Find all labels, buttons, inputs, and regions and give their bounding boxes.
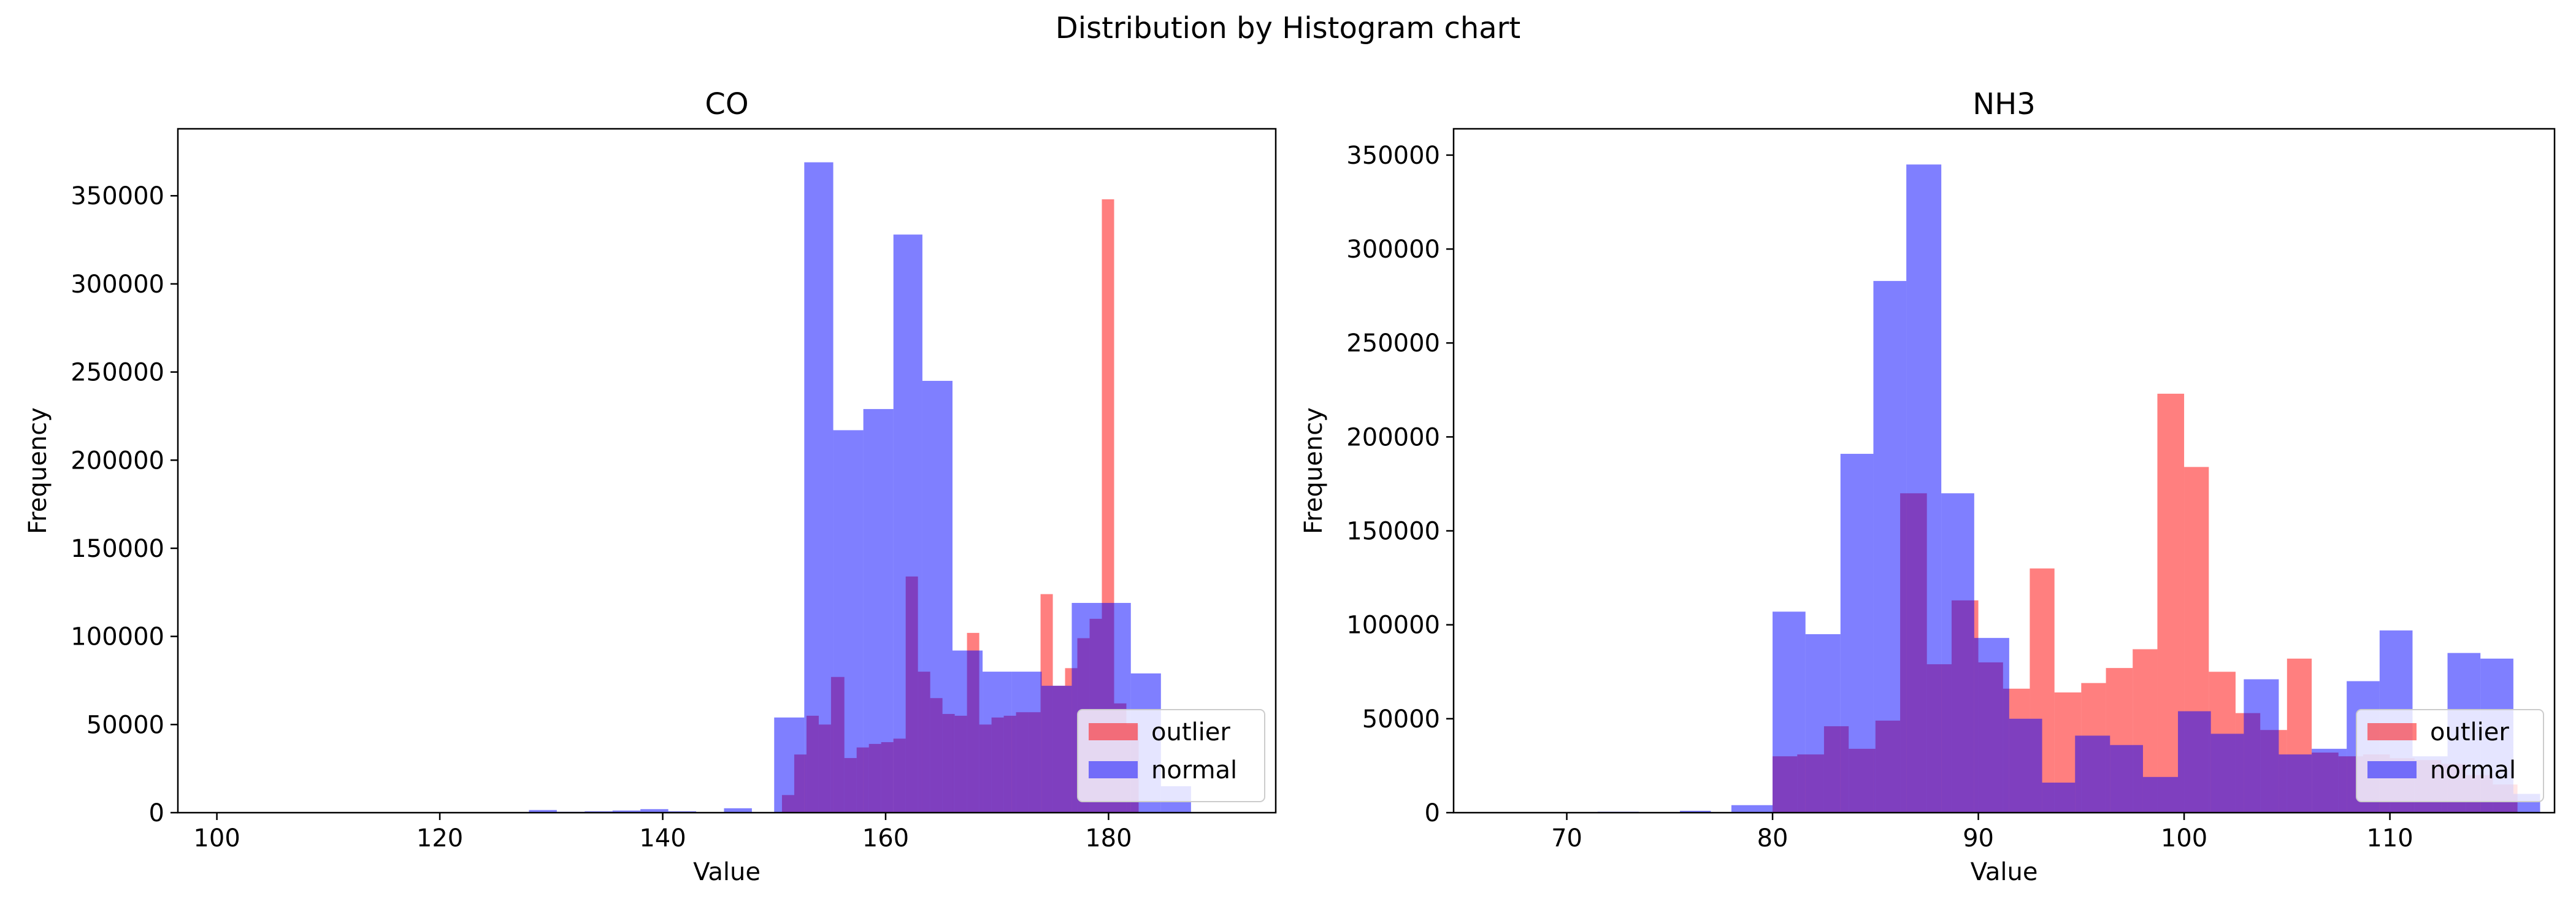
- x-tick-label: 100: [2161, 824, 2207, 853]
- y-tick-label: 300000: [1346, 236, 1440, 264]
- normal-bar: [922, 380, 953, 813]
- normal-bar: [983, 672, 1012, 813]
- normal-bar: [1974, 638, 2009, 813]
- y-axis-label: Frequency: [1300, 407, 1328, 534]
- normal-bar: [2110, 745, 2143, 813]
- co-histogram: 100 120 140 160 180 0 50000 100000 150000 200000 2…: [24, 87, 1277, 886]
- y-tick-label: 0: [149, 799, 164, 827]
- axes-frame: [177, 128, 1277, 814]
- normal-bar: [1906, 164, 1942, 813]
- x-tick-label: 90: [1963, 824, 1994, 853]
- normal-bar: [1805, 634, 1841, 813]
- normal-bar: [1773, 611, 1806, 813]
- y-tick-label: 250000: [71, 359, 164, 387]
- legend-swatch-normal: [2367, 761, 2417, 778]
- x-tick-label: 180: [1085, 824, 1132, 853]
- axes-frame: [1452, 128, 2556, 814]
- normal-bar: [2279, 754, 2312, 813]
- x-tick-label: 110: [2366, 824, 2413, 853]
- x-tick-label: 120: [416, 824, 463, 853]
- normal-bar: [1873, 281, 1907, 813]
- y-tick-label: 150000: [71, 535, 164, 563]
- normal-bar: [2075, 735, 2110, 813]
- x-axis-label: Value: [1971, 858, 2038, 886]
- x-tick-label: 70: [1551, 824, 1582, 853]
- normal-bar: [2142, 776, 2179, 813]
- y-tick-label: 50000: [86, 711, 164, 739]
- legend-label-normal: normal: [1151, 756, 1237, 784]
- x-tick-label: 100: [193, 824, 240, 853]
- normal-bar: [529, 810, 557, 813]
- y-tick-label: 300000: [71, 270, 164, 299]
- legend-swatch-normal: [1089, 761, 1138, 778]
- legend-label-outlier: outlier: [2430, 718, 2509, 746]
- legend-label-normal: normal: [2430, 756, 2516, 784]
- normal-bar: [952, 650, 983, 813]
- normal-bar: [1731, 805, 1773, 813]
- y-tick-label: 250000: [1346, 329, 1440, 358]
- nh3-histogram: 70 80 90 100 110 0 50000 100000 150000 200000 2500…: [1300, 87, 2556, 886]
- figure-title: Distribution by Histogram chart: [1056, 11, 1520, 45]
- normal-bar: [1941, 493, 1974, 813]
- normal-bar: [804, 162, 834, 813]
- normal-bar: [863, 408, 894, 813]
- y-tick-label: 350000: [71, 182, 164, 210]
- x-tick-label: 160: [862, 824, 909, 853]
- normal-bar: [833, 430, 864, 813]
- legend-swatch-outlier: [2367, 723, 2417, 740]
- y-tick-label: 200000: [1346, 423, 1440, 451]
- normal-bar: [1680, 810, 1711, 813]
- normal-bar: [1011, 672, 1042, 813]
- legend-swatch-outlier: [1089, 723, 1138, 740]
- normal-bar: [1840, 453, 1874, 813]
- y-tick-label: 50000: [1362, 705, 1440, 734]
- normal-bar: [2178, 711, 2211, 813]
- y-tick-label: 350000: [1346, 142, 1440, 170]
- normal-bar: [2009, 718, 2042, 813]
- normal-bar: [2312, 748, 2347, 813]
- normal-bar: [724, 808, 752, 813]
- legend-label-outlier: outlier: [1151, 718, 1230, 746]
- normal-bar: [2244, 679, 2279, 813]
- legend: outlier normal: [1077, 709, 1265, 802]
- y-tick-label: 150000: [1346, 518, 1440, 546]
- y-axis-label: Frequency: [24, 407, 52, 534]
- normal-bar: [2210, 734, 2244, 813]
- y-tick-label: 100000: [71, 623, 164, 651]
- y-tick-label: 100000: [1346, 611, 1440, 640]
- y-tick-label: 0: [1425, 799, 1440, 827]
- legend: outlier normal: [2356, 709, 2544, 802]
- normal-bar: [640, 809, 669, 813]
- x-tick-label: 140: [639, 824, 686, 853]
- normal-bar: [2042, 782, 2076, 813]
- y-tick-label: 200000: [71, 447, 164, 475]
- panel-title: CO: [705, 87, 748, 121]
- x-axis-label: Value: [693, 858, 761, 886]
- normal-bar: [1041, 686, 1072, 813]
- panel-title: NH3: [1972, 87, 2036, 121]
- x-tick-label: 80: [1757, 824, 1788, 853]
- normal-bar: [893, 234, 922, 813]
- normal-bar: [612, 810, 641, 813]
- normal-bar: [774, 717, 805, 813]
